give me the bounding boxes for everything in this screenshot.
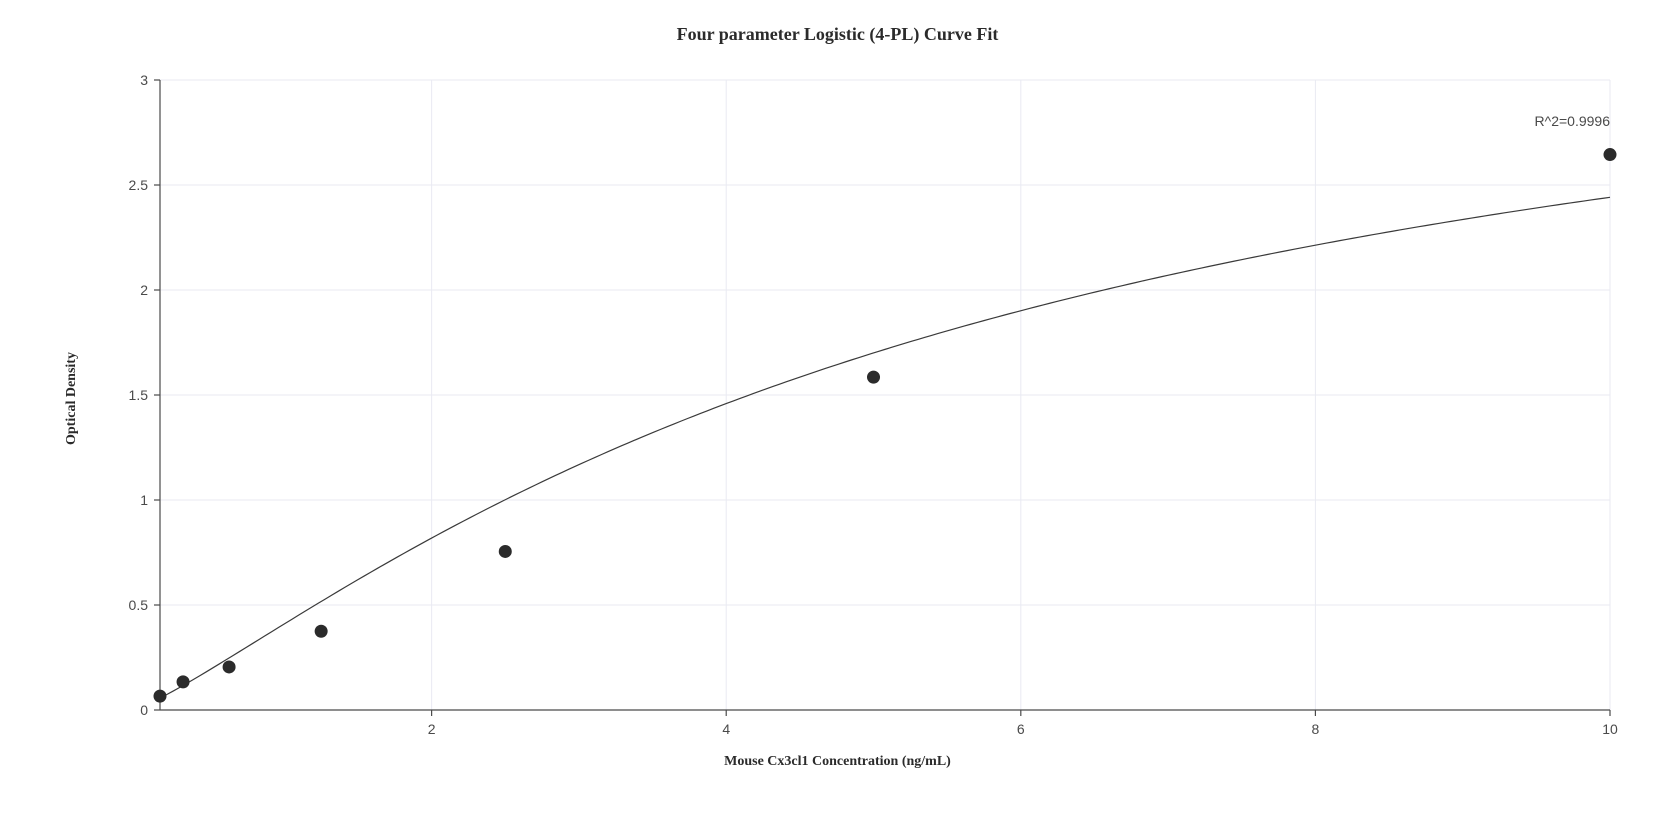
r-squared-annotation: R^2=0.9996 — [1535, 113, 1611, 129]
data-point — [154, 690, 167, 703]
data-point — [315, 625, 328, 638]
x-tick-label: 2 — [428, 721, 436, 737]
y-tick-label: 0.5 — [129, 597, 149, 613]
y-tick-label: 3 — [140, 72, 148, 88]
y-tick-label: 1 — [140, 492, 148, 508]
data-point — [223, 660, 236, 673]
x-tick-label: 10 — [1602, 721, 1618, 737]
x-tick-label: 4 — [722, 721, 730, 737]
y-tick-label: 2.5 — [129, 177, 149, 193]
y-tick-label: 0 — [140, 702, 148, 718]
x-tick-label: 8 — [1312, 721, 1320, 737]
data-point — [499, 545, 512, 558]
chart-plot: 0 0.5 1 1.5 2 2.5 3 2 4 6 8 10 R^2=0.9996 — [0, 0, 1675, 840]
data-point — [177, 675, 190, 688]
data-point — [867, 371, 880, 384]
data-point — [1604, 148, 1617, 161]
x-tick-label: 6 — [1017, 721, 1025, 737]
y-tick-label: 2 — [140, 282, 148, 298]
y-tick-label: 1.5 — [129, 387, 149, 403]
